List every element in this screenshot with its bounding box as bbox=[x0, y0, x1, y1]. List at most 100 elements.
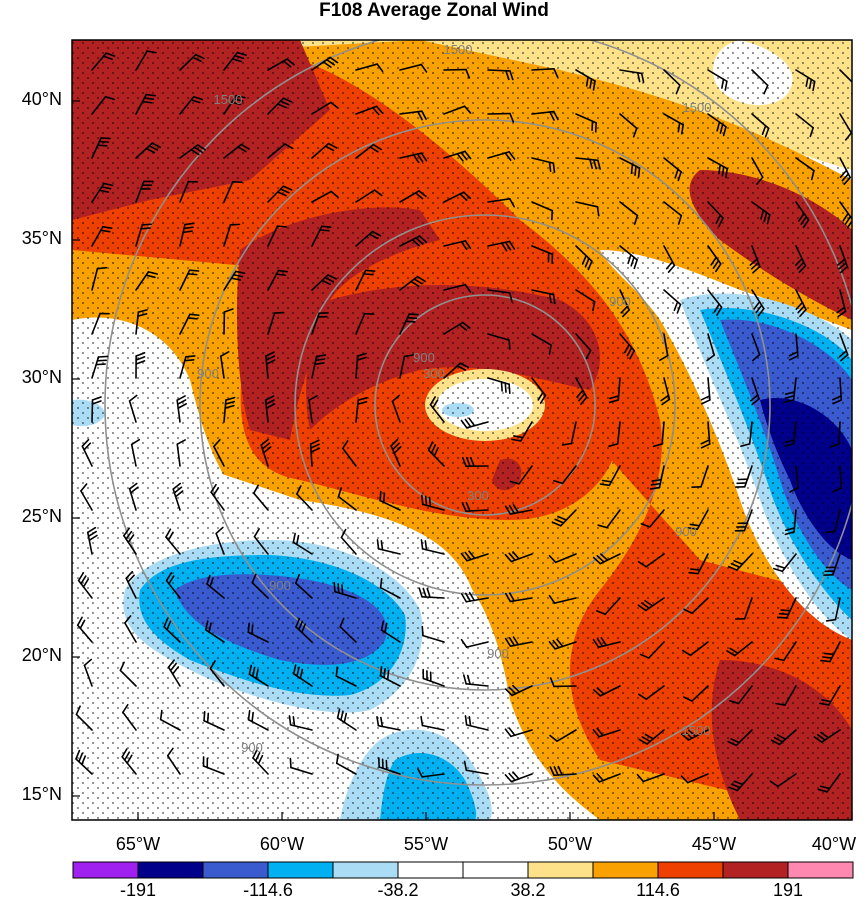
wind-barb-flag bbox=[364, 274, 373, 275]
wind-barb-flag bbox=[186, 356, 195, 357]
colorbar-label: -114.6 bbox=[243, 880, 293, 901]
contour-label: 300 bbox=[423, 366, 445, 381]
wind-barb-flag bbox=[639, 168, 640, 177]
contour-label: 1500 bbox=[683, 100, 712, 115]
colorbar-label: -191 bbox=[120, 880, 156, 901]
wind-barb-flag bbox=[190, 270, 199, 271]
colorbar-swatch bbox=[658, 862, 723, 878]
colorbar-swatch bbox=[528, 862, 593, 878]
contour-label: 900 bbox=[487, 646, 509, 661]
wind-barb-flag bbox=[188, 274, 197, 275]
wind-barb-flag bbox=[823, 657, 832, 658]
colorbar-swatch bbox=[398, 862, 463, 878]
wind-barb-flag bbox=[185, 360, 194, 361]
wind-barb-flag bbox=[631, 164, 632, 173]
wind-field-layer: 1500150015009009009009009003003009009001… bbox=[72, 25, 865, 820]
wind-barb-flag bbox=[146, 95, 155, 96]
wind-barb-flag bbox=[142, 224, 151, 225]
wind-barb-flag bbox=[380, 492, 381, 501]
contour-label: 900 bbox=[609, 294, 631, 309]
wind-barb-flag bbox=[190, 314, 199, 315]
wind-barb-flag bbox=[381, 579, 382, 588]
lon-label-50w: 50°W bbox=[548, 834, 592, 855]
colorbar-swatch bbox=[138, 862, 203, 878]
wind-barb-flag bbox=[689, 573, 698, 574]
contour-label: 900 bbox=[197, 366, 219, 381]
wind-barb-flag bbox=[425, 541, 426, 550]
wind-barb-flag bbox=[778, 617, 787, 618]
contour-label: 1500 bbox=[682, 723, 711, 738]
wind-barb-flag bbox=[322, 226, 331, 227]
wind-barb-flag bbox=[781, 610, 790, 611]
wind-barb-flag bbox=[188, 318, 197, 319]
wind-barb-flag bbox=[290, 759, 291, 768]
wind-barb-flag bbox=[501, 382, 502, 391]
contour-label: 900 bbox=[269, 578, 291, 593]
wind-barb-flag bbox=[635, 166, 636, 175]
wind-barb-flag bbox=[230, 224, 239, 225]
contour-label: 900 bbox=[241, 740, 263, 755]
colorbar-label: 38.2 bbox=[510, 880, 545, 901]
wind-barb-flag bbox=[388, 671, 389, 680]
contour-label: 300 bbox=[467, 488, 489, 503]
wind-barb-flag bbox=[334, 583, 335, 592]
wind-barb bbox=[839, 422, 840, 444]
wind-barb-flag bbox=[208, 713, 209, 722]
wind-barb-flag bbox=[289, 716, 290, 725]
wind-barb-flag bbox=[469, 717, 470, 726]
wind-barb-flag bbox=[248, 623, 249, 632]
lat-label-25n: 25°N bbox=[22, 506, 62, 527]
wind-barb-flag bbox=[377, 540, 378, 549]
lon-label-40w: 40°W bbox=[812, 834, 856, 855]
wind-barb-flag bbox=[422, 495, 423, 504]
wind-barb-flag bbox=[141, 228, 150, 229]
wind-barb-flag bbox=[380, 667, 381, 676]
wind-barb-flag bbox=[421, 540, 422, 549]
colorbar-swatch bbox=[73, 862, 138, 878]
wind-barb-flag bbox=[384, 669, 385, 678]
wind-barb-flag bbox=[342, 585, 343, 594]
colorbar-swatch bbox=[723, 862, 788, 878]
wind-barb-flag bbox=[384, 493, 385, 502]
lat-label-15n: 15°N bbox=[22, 784, 62, 805]
contour-label: 900 bbox=[675, 524, 697, 539]
lon-label-45w: 45°W bbox=[692, 834, 736, 855]
wind-barb-flag bbox=[826, 531, 835, 532]
contour-label: 900 bbox=[413, 350, 435, 365]
wind-barb-flag bbox=[825, 653, 834, 654]
lon-label-65w: 65°W bbox=[116, 834, 160, 855]
wind-barb-flag bbox=[99, 356, 108, 357]
wind-barb-flag bbox=[553, 163, 554, 172]
wind-barb-flag bbox=[505, 383, 506, 392]
wind-barb-flag bbox=[143, 102, 152, 103]
colorbar-label: 191 bbox=[773, 880, 803, 901]
wind-barb-flag bbox=[509, 340, 510, 349]
wind-barb-flag bbox=[97, 268, 106, 269]
lon-label-60w: 60°W bbox=[260, 834, 304, 855]
wind-barb-flag bbox=[509, 384, 510, 393]
wind-barb-flag bbox=[252, 713, 253, 722]
colorbar-swatch bbox=[788, 862, 853, 878]
wind-barb-flag bbox=[249, 711, 250, 720]
lat-label-40n: 40°N bbox=[22, 89, 62, 110]
colorbar-swatch bbox=[333, 862, 398, 878]
wind-barb-flag bbox=[426, 496, 427, 505]
wind-barb-flag bbox=[366, 270, 375, 271]
wind-barb-flag bbox=[293, 717, 294, 726]
wind-barb-flag bbox=[252, 625, 253, 634]
wind-barb-flag bbox=[381, 541, 382, 550]
wind-barb-flag bbox=[144, 98, 153, 99]
wind-barb-flag bbox=[465, 716, 466, 725]
wind-barb-flag bbox=[99, 142, 108, 143]
wind-barb-flag bbox=[821, 661, 830, 662]
wind-barb-flag bbox=[422, 627, 423, 636]
wind-barb-flag bbox=[409, 314, 418, 315]
colorbar bbox=[73, 862, 853, 878]
wind-barb-flag bbox=[549, 162, 550, 171]
lat-label-30n: 30°N bbox=[22, 367, 62, 388]
wind-barb-flag bbox=[277, 226, 286, 227]
wind-barb-flag bbox=[430, 497, 431, 506]
wind-barb-flag bbox=[276, 274, 285, 275]
wind-barb-flag bbox=[96, 364, 105, 365]
